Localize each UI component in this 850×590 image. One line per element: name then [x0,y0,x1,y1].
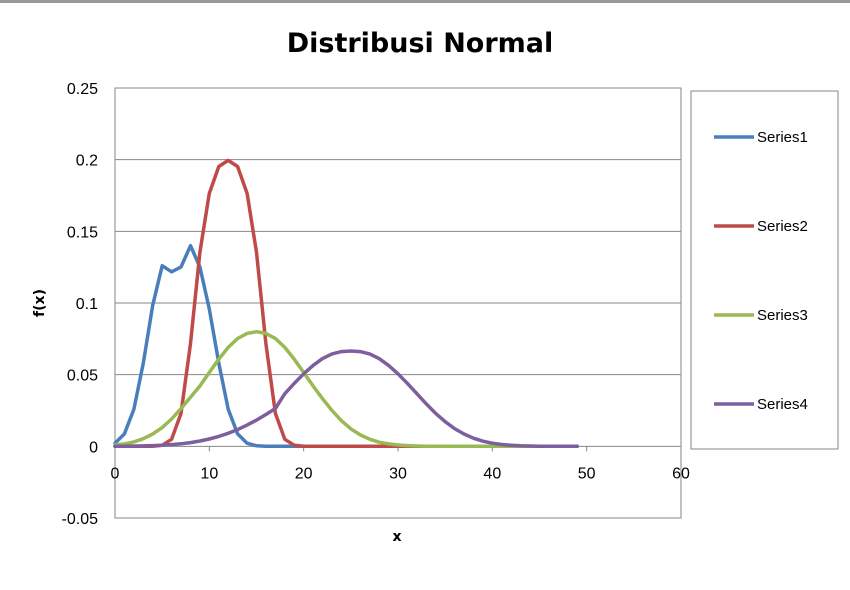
y-tick-label: 0.25 [67,81,98,98]
y-tick-label: 0.05 [67,368,98,385]
top-border [0,0,850,3]
y-tick-label: 0.2 [76,153,98,170]
x-tick-label: 0 [111,465,120,482]
series-line-3 [113,329,579,449]
plot-area-border [114,87,682,519]
x-tick-label: 50 [578,465,596,482]
x-tick-label: 20 [295,465,313,482]
legend-label-4: Series4 [757,396,808,413]
y-axis-label: f(x) [32,289,48,317]
series-line-1 [113,243,579,449]
x-axis-ticks: 0 10 20 30 40 50 60 [111,446,690,482]
series-line-4 [113,349,579,449]
legend: Series1 Series2 Series3 Series4 [714,129,808,413]
y-tick-label: 0.15 [67,224,98,241]
legend-box [690,90,839,450]
legend-label-1: Series1 [757,129,808,146]
x-tick-label: 60 [672,465,690,482]
y-tick-label: -0.05 [62,511,99,528]
y-tick-label: 0.1 [76,296,98,313]
legend-label-2: Series2 [757,218,808,235]
y-tick-label: 0 [89,439,98,456]
x-tick-label: 10 [200,465,218,482]
series-lines [113,158,579,449]
x-tick-label: 40 [483,465,501,482]
x-tick-label: 30 [389,465,407,482]
x-axis-label: x [392,529,401,545]
legend-label-3: Series3 [757,307,808,324]
chart-title: Distribusi Normal [287,28,554,59]
y-axis-ticks: -0.05 0 0.05 0.1 0.15 0.2 0.25 [62,81,99,528]
